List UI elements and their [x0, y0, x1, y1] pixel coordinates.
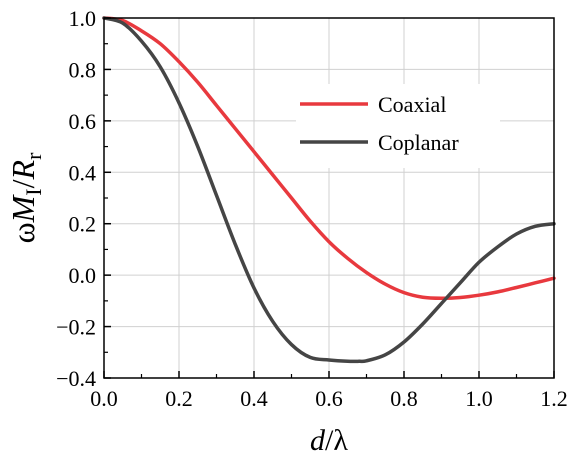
series-line-coaxial: [102, 16, 556, 301]
y-axis-title-m: M: [5, 193, 41, 223]
y-tick-label: −0.4: [56, 366, 96, 391]
y-axis-title-m-sub: I: [21, 188, 46, 195]
x-axis-title: d/λ: [310, 424, 348, 457]
x-tick-labels: 0.0 0.2 0.4 0.6 0.8 1.0 1.2: [90, 386, 568, 411]
y-axis-title-slash: /: [5, 179, 41, 188]
x-axis-title-variable: d: [310, 424, 326, 457]
x-tick-label: 0.6: [315, 386, 343, 411]
legend: Coaxial Coplanar: [296, 84, 500, 168]
grid-lines: [104, 18, 554, 378]
legend-background: [296, 84, 500, 168]
axis-ticks: [103, 17, 555, 379]
y-tick-label: 1.0: [69, 6, 97, 31]
y-tick-label: 0.8: [69, 57, 97, 82]
y-axis-title: ωMI/Rr: [5, 152, 46, 243]
series-line-coplanar: [102, 16, 556, 364]
series-lines: [102, 16, 556, 364]
x-tick-label: 0.0: [90, 386, 118, 411]
y-tick-labels: −0.4 −0.2 0.0 0.2 0.4 0.6 0.8 1.0: [56, 6, 96, 391]
legend-label-coaxial: Coaxial: [378, 92, 446, 117]
legend-label-coplanar: Coplanar: [378, 130, 459, 155]
y-axis-title-r: R: [5, 159, 41, 180]
y-tick-label: 0.2: [69, 212, 97, 237]
y-axis-title-r-sub: r: [21, 152, 46, 160]
x-tick-label: 0.8: [390, 386, 418, 411]
y-tick-label: 0.6: [69, 109, 97, 134]
y-axis-title-omega: ω: [5, 222, 41, 243]
y-tick-label: −0.2: [56, 315, 96, 340]
x-axis-title-suffix: /λ: [325, 424, 348, 457]
x-tick-label: 0.4: [240, 386, 268, 411]
y-tick-label: 0.4: [69, 160, 97, 185]
x-tick-label: 0.2: [165, 386, 193, 411]
y-tick-label: 0.0: [69, 263, 97, 288]
x-tick-label: 1.2: [540, 386, 568, 411]
x-tick-label: 1.0: [465, 386, 493, 411]
